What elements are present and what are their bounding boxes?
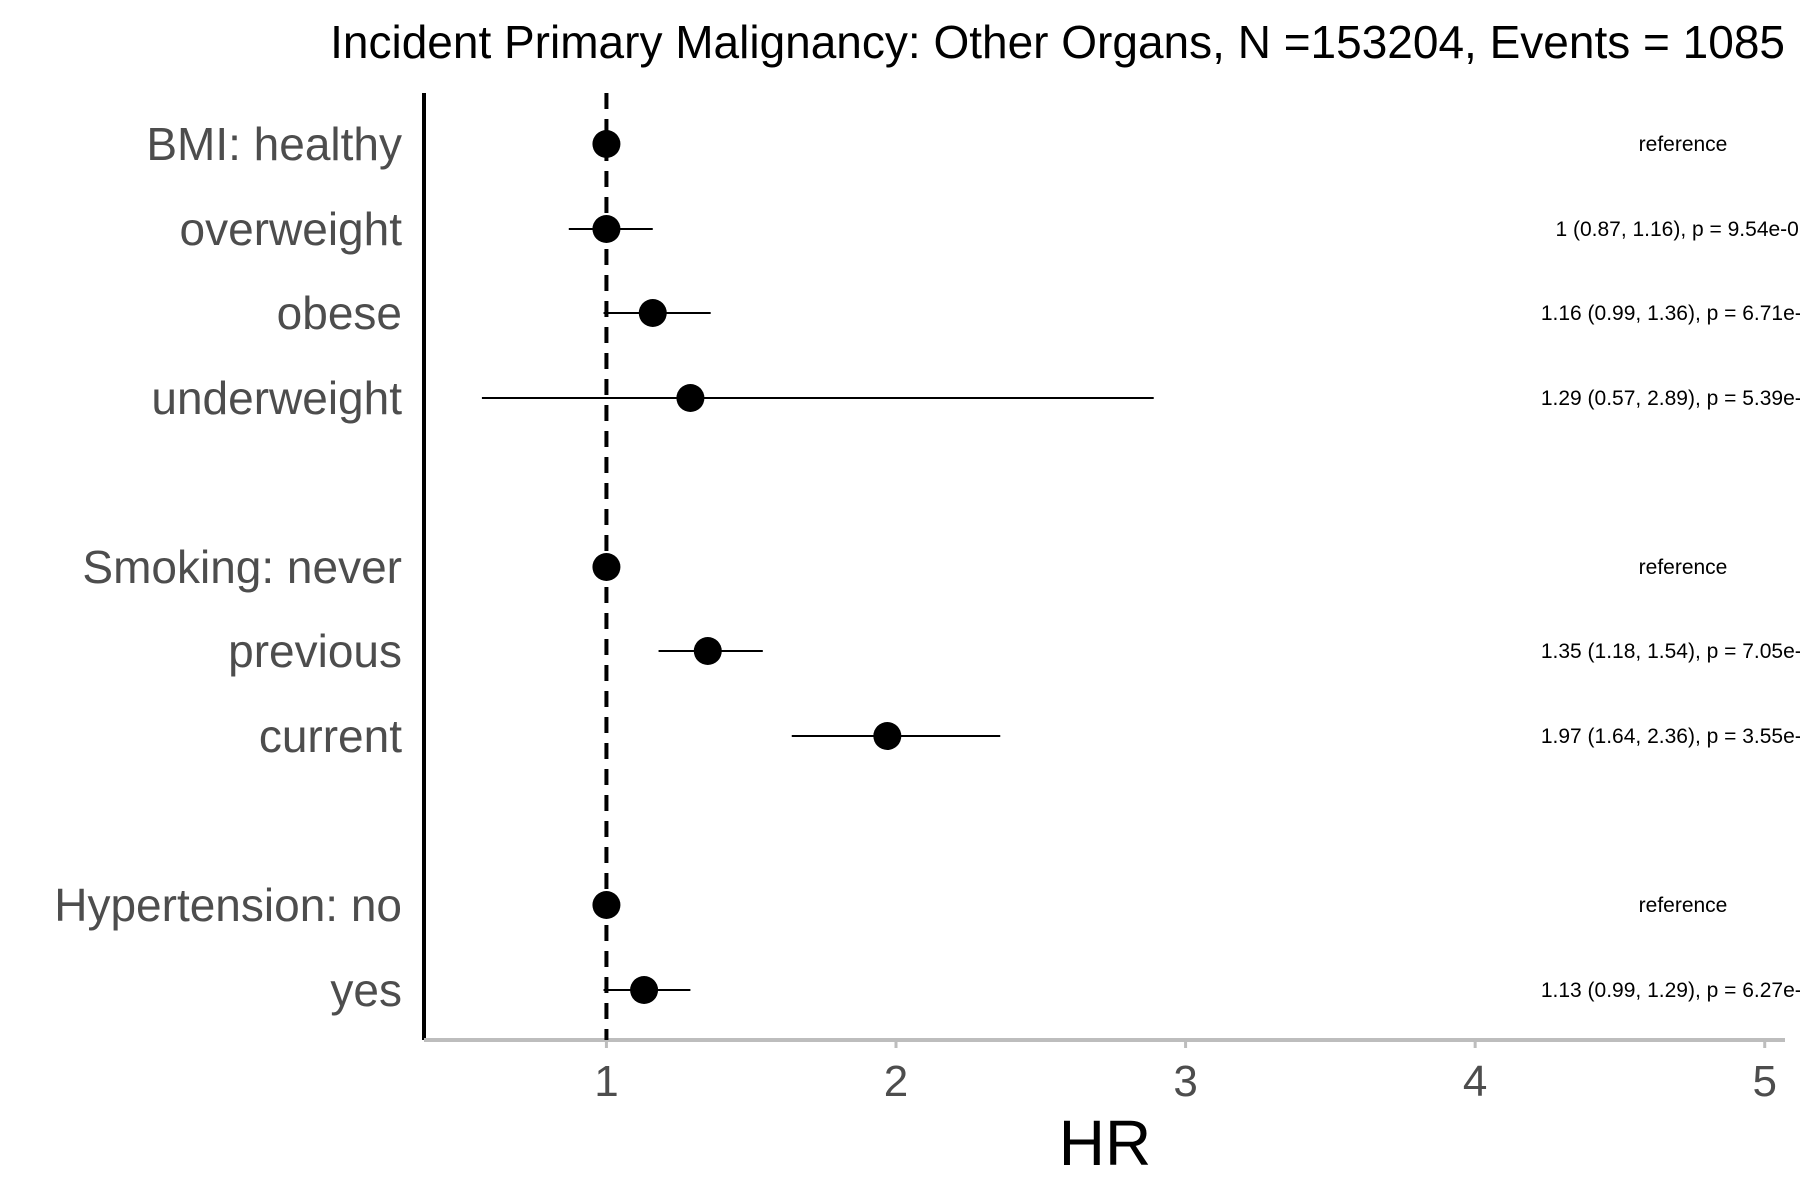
hr-annotation: 1.16 (0.99, 1.36), p = 6.71e-02 — [1541, 302, 1800, 325]
forest-row: Smoking: never reference — [82, 541, 1727, 593]
hr-point — [693, 637, 722, 665]
hr-point — [873, 722, 902, 750]
x-tick-label: 3 — [1173, 1057, 1197, 1106]
hr-point — [592, 130, 621, 158]
row-label: Smoking: never — [82, 541, 402, 593]
row-label: overweight — [180, 203, 403, 255]
hr-annotation: 1.35 (1.18, 1.54), p = 7.05e-06 — [1541, 640, 1800, 663]
row-label: Hypertension: no — [54, 879, 402, 931]
hr-annotation: 1.97 (1.64, 2.36), p = 3.55e-13 — [1541, 725, 1800, 748]
row-label: yes — [330, 964, 402, 1016]
forest-row: previous 1.35 (1.18, 1.54), p = 7.05e-06 — [228, 625, 1800, 677]
forest-row: obese 1.16 (0.99, 1.36), p = 6.71e-02 — [277, 287, 1800, 339]
row-label: previous — [228, 625, 402, 677]
row-label: BMI: healthy — [146, 118, 402, 170]
hr-point — [638, 299, 667, 327]
hr-annotation: 1 (0.87, 1.16), p = 9.54e-01 — [1555, 218, 1800, 241]
row-label: current — [259, 710, 402, 762]
x-tick-label: 2 — [884, 1057, 908, 1106]
x-tick-label: 1 — [594, 1057, 618, 1106]
forest-row: overweight 1 (0.87, 1.16), p = 9.54e-01 — [180, 203, 1800, 255]
row-label: obese — [277, 287, 402, 339]
x-tick-label: 4 — [1463, 1057, 1487, 1106]
forest-row: underweight 1.29 (0.57, 2.89), p = 5.39e-… — [151, 372, 1800, 424]
forest-row: BMI: healthy reference — [146, 118, 1727, 170]
hr-point — [630, 976, 659, 1004]
hr-annotation: reference — [1639, 133, 1728, 156]
x-tick-label: 5 — [1752, 1057, 1776, 1106]
forest-row: yes 1.13 (0.99, 1.29), p = 6.27e-02 — [330, 964, 1800, 1016]
hr-annotation: 1.29 (0.57, 2.89), p = 5.39e-01 — [1541, 387, 1800, 410]
x-axis-title: HR — [1059, 1107, 1151, 1179]
x-ticks: 1 2 3 4 5 — [594, 1040, 1777, 1106]
hr-point — [676, 384, 705, 412]
row-label: underweight — [151, 372, 402, 424]
hr-annotation: reference — [1639, 556, 1728, 579]
chart-title: Incident Primary Malignancy: Other Organ… — [330, 16, 1785, 68]
forest-row: current 1.97 (1.64, 2.36), p = 3.55e-13 — [259, 710, 1800, 762]
hr-annotation: 1.13 (0.99, 1.29), p = 6.27e-02 — [1541, 979, 1800, 1002]
forest-row: Hypertension: no reference — [54, 879, 1727, 931]
hr-annotation: reference — [1639, 894, 1728, 917]
rows-layer: BMI: healthy reference overweight 1 (0.87, … — [54, 118, 1800, 1016]
